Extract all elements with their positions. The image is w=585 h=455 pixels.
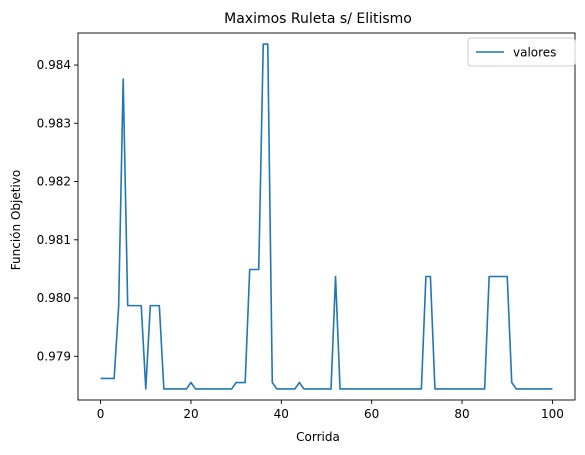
x-tick-label: 0 (97, 407, 105, 421)
y-tick-label: 0.983 (37, 116, 71, 130)
y-tick-label: 0.982 (37, 175, 71, 189)
legend: valores (467, 37, 576, 67)
legend-label-valores: valores (513, 46, 556, 60)
y-tick-label: 0.984 (37, 58, 71, 72)
x-tick-label: 20 (183, 407, 198, 421)
x-axis-title: Corrida (296, 430, 340, 444)
x-tick-label: 60 (364, 407, 379, 421)
x-tick-label: 100 (541, 407, 564, 421)
chart-title: Maximos Ruleta s/ Elitismo (224, 11, 412, 27)
y-tick-label: 0.981 (37, 233, 71, 247)
plot-area: 0 20 40 60 80 100 0.979 0.980 0.981 0.982 0.983 0.9… (37, 32, 576, 421)
axes-frame (77, 32, 576, 401)
y-tick-label: 0.979 (37, 349, 71, 363)
y-axis-title: Función Objetivo (9, 170, 23, 270)
legend-box (467, 37, 576, 67)
x-tick-label: 40 (274, 407, 289, 421)
series-line-valores (100, 43, 553, 390)
x-tick-label: 80 (454, 407, 469, 421)
y-tick-label: 0.980 (37, 291, 71, 305)
